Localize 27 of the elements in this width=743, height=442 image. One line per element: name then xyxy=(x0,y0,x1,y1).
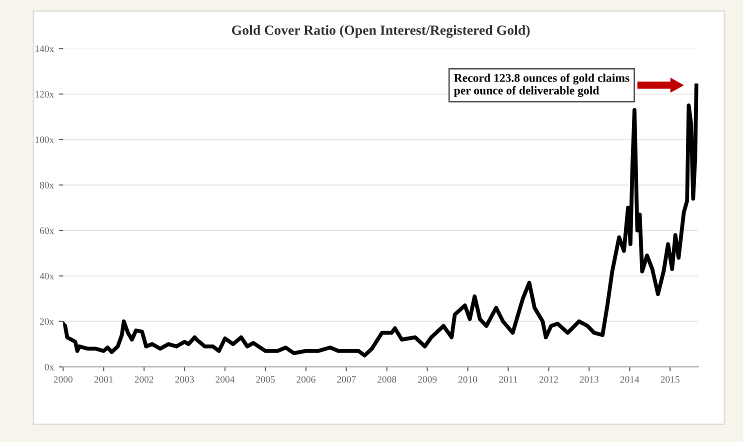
y-tick-label: 20x xyxy=(40,318,54,325)
x-tick-label: 2002 xyxy=(134,376,154,383)
x-tick-label: 2010 xyxy=(458,376,478,383)
line-series xyxy=(63,84,698,358)
x-tick-label: 2003 xyxy=(175,376,194,383)
x-tick-label: 2012 xyxy=(539,376,558,383)
y-tick-label: 100x xyxy=(36,136,54,144)
y-tick-label: 60x xyxy=(40,227,54,234)
x-tick-label: 2015 xyxy=(660,376,680,383)
x-tick-label: 2005 xyxy=(256,376,275,383)
x-tick-label: 2014 xyxy=(620,376,640,383)
x-tick-label: 2013 xyxy=(580,376,599,383)
chart-title: Gold Cover Ratio (Open Interest/Registered Gold) xyxy=(232,25,530,38)
x-tick-label: 2008 xyxy=(378,376,396,383)
x-tick-label: 2004 xyxy=(216,376,235,383)
y-tick-label: 140x xyxy=(36,46,54,52)
x-tick-label: 2011 xyxy=(499,376,518,383)
y-tick-label: 80x xyxy=(40,182,54,188)
y-tick-label: 120x xyxy=(36,90,54,98)
y-tick-label: 40x xyxy=(40,272,54,280)
x-tick-label: 2007 xyxy=(337,376,356,383)
x-tick-label: 2009 xyxy=(418,376,437,383)
y-tick-label: 0x xyxy=(44,364,54,370)
x-tick-label: 2006 xyxy=(296,376,316,383)
x-tick-label: 2001 xyxy=(94,376,113,383)
annotation: Record 123.8 ounces of gold claims per ounce of deliverable gold xyxy=(454,73,630,97)
x-tick-label: 2000 xyxy=(54,376,73,383)
